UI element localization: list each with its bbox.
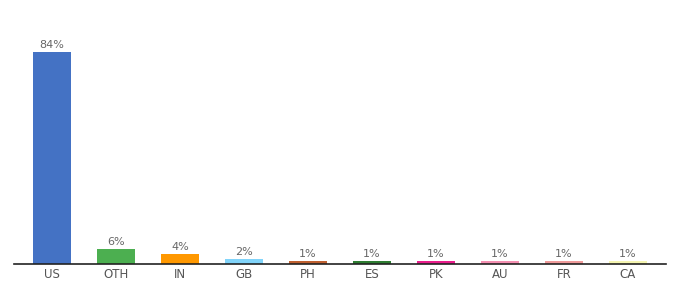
Text: 2%: 2%	[235, 247, 253, 257]
Bar	[33, 52, 71, 264]
Bar	[225, 259, 263, 264]
Bar	[160, 254, 199, 264]
Text: 4%: 4%	[171, 242, 189, 252]
Bar	[609, 262, 647, 264]
Bar	[353, 262, 391, 264]
Text: 1%: 1%	[555, 250, 573, 260]
Text: 1%: 1%	[299, 250, 317, 260]
Bar	[481, 262, 520, 264]
Text: 1%: 1%	[427, 250, 445, 260]
Bar	[417, 262, 455, 264]
Text: 1%: 1%	[363, 250, 381, 260]
Bar	[545, 262, 583, 264]
Bar	[289, 262, 327, 264]
Text: 6%: 6%	[107, 237, 125, 247]
Text: 1%: 1%	[491, 250, 509, 260]
Bar	[97, 249, 135, 264]
Text: 84%: 84%	[39, 40, 65, 50]
Text: 1%: 1%	[619, 250, 636, 260]
